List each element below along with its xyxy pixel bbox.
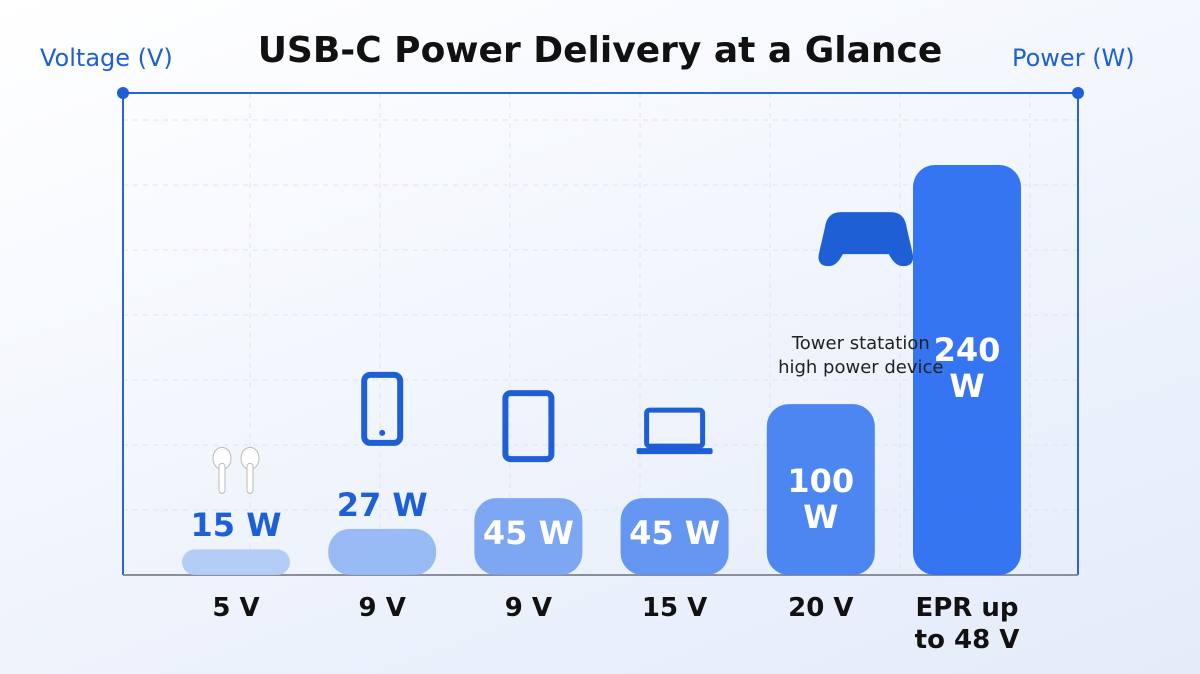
icon-earbuds <box>212 446 260 494</box>
earbud-stem <box>218 462 226 494</box>
value-label: 240 W <box>933 330 1001 405</box>
chart-title: USB-C Power Delivery at a Glance <box>257 30 943 71</box>
bar <box>620 498 729 575</box>
laptop-base <box>636 448 713 455</box>
bar <box>328 528 437 575</box>
icon-tablet <box>502 390 555 463</box>
earbud-stem <box>246 462 254 494</box>
bar <box>474 498 583 575</box>
value-label: 100 W <box>787 462 855 537</box>
x-tick-label: 20 V <box>788 593 854 623</box>
bar <box>182 549 290 575</box>
icon-gamepad <box>818 212 914 267</box>
bar <box>913 165 1021 575</box>
axis-dot <box>1072 87 1084 99</box>
x-tick-label: 9 V <box>358 593 406 623</box>
gamepad <box>818 212 914 267</box>
value-label: 15 W <box>190 506 282 545</box>
x-tick-label: 9 V <box>504 593 553 623</box>
value-label: 27 W <box>336 485 428 524</box>
tablet-body <box>502 390 555 463</box>
annotation: Tower statation high power device <box>778 333 944 379</box>
phone-btn <box>379 429 386 436</box>
x-tick-label: 15 V <box>641 593 708 623</box>
x-tick-label: 5 V <box>212 593 260 623</box>
axis-dot <box>117 87 129 99</box>
icon-laptop <box>636 407 713 455</box>
value-label: 45 W <box>482 513 574 552</box>
y2-axis-title: Power (W) <box>1012 44 1135 72</box>
phone-body <box>361 371 404 446</box>
y-axis-title: Voltage (V) <box>40 44 173 72</box>
value-label: 45 W <box>629 513 721 552</box>
laptop-screen <box>644 407 706 449</box>
bar <box>766 404 875 575</box>
x-tick-label: EPR up to 48 V <box>914 593 1020 655</box>
icon-phone <box>361 371 404 446</box>
